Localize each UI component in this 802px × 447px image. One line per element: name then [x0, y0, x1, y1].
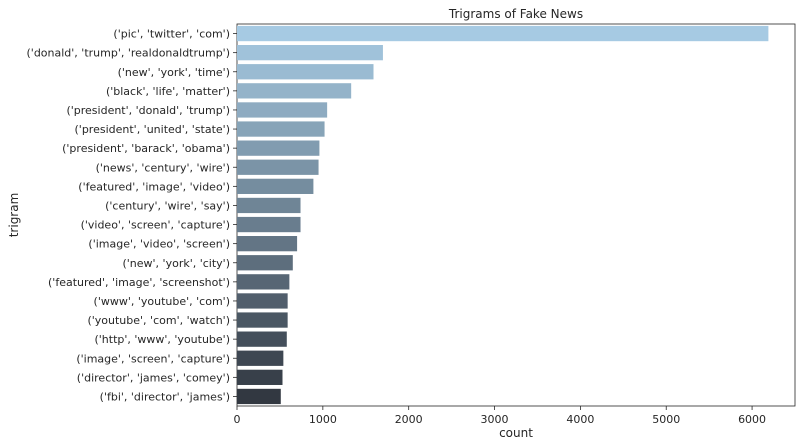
- bar: [237, 45, 383, 61]
- bar: [237, 255, 293, 271]
- x-tick-label: 0: [234, 413, 241, 426]
- y-tick-label: ('featured', 'image', 'video'): [78, 180, 230, 193]
- y-tick-label: ('director', 'james', 'comey'): [77, 371, 230, 384]
- bar: [237, 293, 288, 309]
- bar: [237, 388, 281, 405]
- y-tick-label: ('http', 'www', 'youtube'): [94, 333, 230, 346]
- y-tick-label: ('president', 'donald', 'trump'): [66, 104, 230, 117]
- y-tick-label: ('fbi', 'director', 'james'): [100, 390, 230, 403]
- bar: [237, 64, 374, 80]
- y-tick-label: ('www', 'youtube', 'com'): [94, 295, 230, 308]
- y-tick-label: ('video', 'screen', 'capture'): [81, 219, 230, 232]
- bar: [237, 102, 328, 118]
- bar: [237, 83, 352, 99]
- bar: [237, 236, 298, 252]
- x-axis-title: count: [499, 426, 533, 440]
- y-tick-label: ('youtube', 'com', 'watch'): [87, 314, 230, 327]
- y-tick-label: ('news', 'century', 'wire'): [96, 161, 230, 174]
- x-tick-label: 2000: [395, 413, 423, 426]
- bar: [237, 25, 769, 42]
- x-tick-label: 4000: [566, 413, 594, 426]
- y-tick-label: ('new', 'york', 'time'): [118, 66, 230, 79]
- y-tick-labels: ('pic', 'twitter', 'com') ('donald', 'tru…: [27, 28, 237, 403]
- bar: [237, 140, 320, 156]
- y-tick-label: ('image', 'video', 'screen'): [88, 238, 230, 251]
- bar: [237, 159, 319, 175]
- bar: [237, 331, 287, 347]
- x-ticks: 0 1000 2000 3000 4000 5000 6000: [234, 406, 766, 426]
- bar: [237, 121, 325, 137]
- y-tick-label: ('president', 'united', 'state'): [75, 123, 231, 136]
- y-axis-title: trigram: [7, 193, 21, 238]
- plot-frame: [236, 23, 796, 407]
- y-tick-label: ('featured', 'image', 'screenshot'): [48, 276, 230, 289]
- y-tick-label: ('president', 'barack', 'obama'): [62, 142, 230, 155]
- y-tick-label: ('image', 'screen', 'capture'): [76, 352, 230, 365]
- bar: [237, 216, 301, 233]
- y-tick-label: ('new', 'york', 'city'): [122, 257, 230, 270]
- y-tick-label: ('black', 'life', 'matter'): [106, 85, 230, 98]
- x-tick-label: 3000: [481, 413, 509, 426]
- bar: [237, 312, 288, 328]
- x-tick-label: 1000: [309, 413, 337, 426]
- x-tick-label: 5000: [652, 413, 680, 426]
- bar: [237, 350, 284, 366]
- x-tick-label: 6000: [738, 413, 766, 426]
- y-tick-label: ('century', 'wire', 'say'): [105, 199, 230, 212]
- bar: [237, 274, 290, 290]
- bar: [237, 178, 314, 194]
- y-tick-label: ('donald', 'trump', 'realdonaldtrump'): [27, 47, 231, 60]
- chart-title: Trigrams of Fake News: [448, 7, 583, 21]
- bar: [237, 197, 301, 214]
- bars-group: [237, 25, 769, 405]
- bar: [237, 369, 283, 385]
- y-tick-label: ('pic', 'twitter', 'com'): [113, 28, 230, 41]
